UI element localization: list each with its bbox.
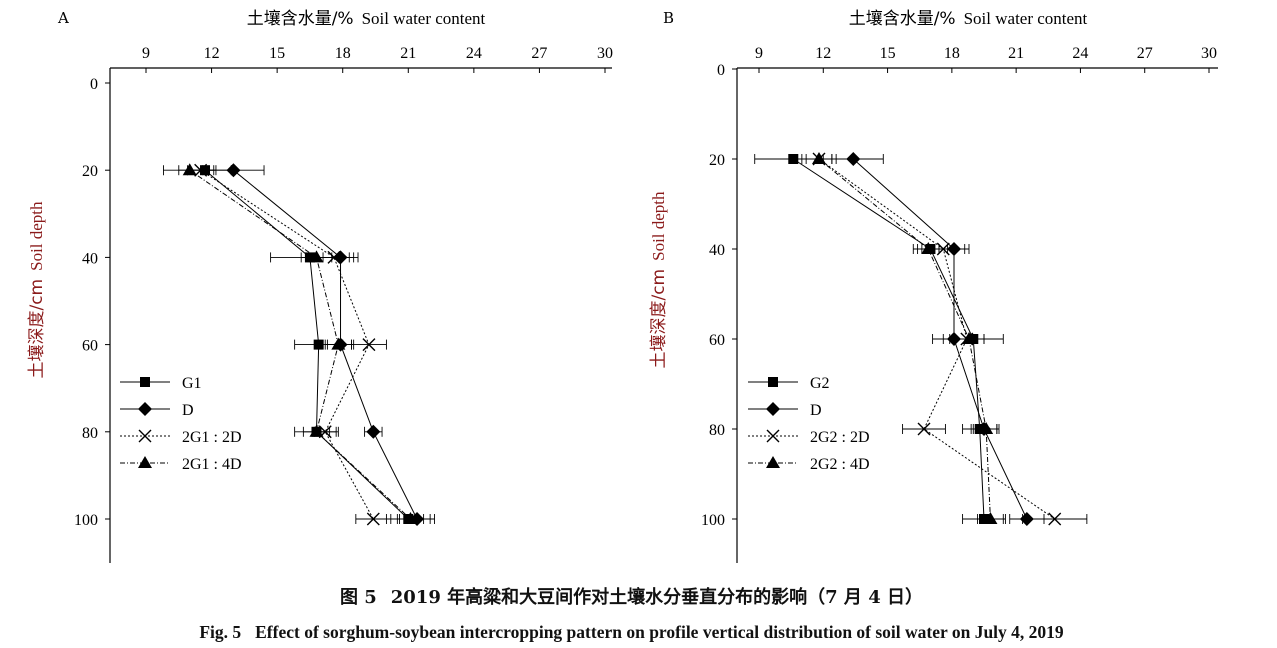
x-marker	[766, 429, 780, 443]
diamond-marker	[766, 402, 780, 416]
triangle-marker	[403, 512, 418, 524]
figure-canvas: A 土壤含水量/% Soil water content 土壤深度/cm Soil de…	[26, 8, 1218, 563]
y-tick-label: 0	[90, 76, 98, 93]
legend-label: 2G2 : 4D	[810, 456, 870, 473]
y-tick-label: 80	[709, 422, 725, 439]
caption-en-text: Effect of sorghum-soybean intercropping …	[255, 622, 1064, 642]
series-triangle	[801, 152, 1004, 524]
legend-label: G1	[182, 375, 202, 392]
caption-cn-text: 2019 年高粱和大豆间作对土壤水分垂直分布的影响（7 月 4 日）	[390, 587, 923, 608]
x-marker	[366, 512, 380, 526]
legend-label: 2G1 : 4D	[182, 456, 242, 473]
triangle-marker	[983, 512, 998, 524]
panel-label: B	[663, 9, 674, 27]
diamond-marker	[846, 152, 861, 166]
y-tick-label: 40	[709, 242, 725, 259]
x-tick-label: 18	[944, 45, 960, 62]
x-tick-label: 12	[815, 45, 831, 62]
legend-entry: 2G2 : 2D	[748, 429, 870, 446]
y-axis-title-en: Soil depth	[27, 201, 46, 271]
x-tick-label: 24	[1072, 45, 1088, 62]
triangle-marker	[309, 424, 324, 437]
x-axis-title-en: Soil water content	[964, 9, 1088, 28]
x-tick-label: 9	[755, 45, 763, 62]
x-axis-title: 土壤含水量/% Soil water content	[849, 8, 1088, 29]
diamond-marker	[226, 163, 241, 178]
y-tick-label: 80	[82, 425, 98, 442]
triangle-marker	[309, 250, 324, 263]
y-tick-label: 20	[82, 163, 98, 180]
x-tick-label: 21	[1008, 45, 1024, 62]
x-axis-title-cn: 土壤含水量/%	[849, 8, 956, 29]
triangle-marker	[979, 422, 994, 434]
x-tick-label: 9	[142, 45, 150, 62]
y-axis-title: 土壤深度/cm Soil depth	[648, 191, 669, 369]
x-tick-label: 15	[269, 45, 285, 62]
legend-entry: D	[748, 402, 822, 419]
y-tick-label: 0	[717, 62, 725, 79]
y-tick-label: 60	[82, 338, 98, 355]
square-marker	[788, 154, 799, 164]
x-axis-title-en: Soil water content	[362, 9, 486, 28]
square-marker	[140, 377, 150, 387]
x-marker	[917, 422, 931, 436]
legend-label: 2G1 : 2D	[182, 429, 242, 446]
x-tick-label: 12	[204, 45, 220, 62]
square-marker	[768, 377, 778, 387]
y-axis-title: 土壤深度/cm Soil depth	[26, 201, 47, 379]
x-tick-label: 30	[597, 45, 613, 62]
x-tick-label: 24	[466, 45, 482, 62]
x-tick-label: 30	[1201, 45, 1217, 62]
triangle-marker	[182, 163, 197, 176]
triangle-marker	[138, 456, 152, 468]
legend-entry: 2G1 : 2D	[120, 429, 242, 446]
square-marker	[313, 339, 324, 350]
x-marker	[1048, 512, 1062, 526]
x-axis-title: 土壤含水量/% Soil water content	[247, 8, 486, 29]
y-axis-title-en: Soil depth	[649, 191, 668, 261]
x-marker	[362, 338, 376, 352]
y-tick-label: 40	[82, 250, 98, 267]
triangle-marker	[331, 337, 346, 350]
legend-entry: G2	[748, 375, 830, 392]
x-axis-title-cn: 土壤含水量/%	[247, 8, 354, 29]
panel-label: A	[57, 9, 69, 27]
x-marker	[327, 250, 341, 264]
legend-entry: G1	[120, 375, 202, 392]
x-tick-label: 18	[335, 45, 351, 62]
legend-entry: 2G2 : 4D	[748, 456, 870, 473]
legend-label: G2	[810, 375, 830, 392]
triangle-marker	[812, 152, 826, 164]
caption-english: Fig. 5 Effect of sorghum-soybean intercro…	[0, 622, 1277, 643]
y-tick-label: 60	[709, 332, 725, 349]
diamond-marker	[138, 402, 152, 416]
panel-b: B 土壤含水量/% Soil water content 土壤深度/cm Soil de…	[648, 8, 1218, 563]
y-tick-label: 100	[74, 512, 98, 529]
x-tick-label: 15	[880, 45, 896, 62]
diamond-marker	[366, 424, 381, 439]
series-triangle	[163, 163, 425, 524]
x-tick-label: 27	[1137, 45, 1153, 62]
x-marker	[138, 429, 152, 443]
triangle-marker	[962, 332, 976, 344]
legend-entry: 2G1 : 4D	[120, 456, 242, 473]
triangle-marker	[766, 456, 780, 468]
y-tick-label: 100	[701, 512, 725, 529]
legend-label: D	[810, 402, 822, 419]
y-tick-label: 20	[709, 152, 725, 169]
legend-label: D	[182, 402, 194, 419]
y-axis-title-cn: 土壤深度/cm	[26, 279, 47, 379]
legend-entry: D	[120, 402, 194, 419]
panel-a: A 土壤含水量/% Soil water content 土壤深度/cm Soil de…	[26, 8, 613, 563]
caption-en-label: Fig. 5	[199, 622, 242, 642]
y-axis-title-cn: 土壤深度/cm	[648, 269, 669, 369]
caption-cn-label: 图 5	[339, 587, 377, 608]
triangle-marker	[921, 242, 936, 254]
x-tick-label: 21	[400, 45, 416, 62]
legend-label: 2G2 : 2D	[810, 429, 870, 446]
x-tick-label: 27	[531, 45, 547, 62]
caption-chinese: 图 5 2019 年高粱和大豆间作对土壤水分垂直分布的影响（7 月 4 日）	[0, 583, 1277, 609]
